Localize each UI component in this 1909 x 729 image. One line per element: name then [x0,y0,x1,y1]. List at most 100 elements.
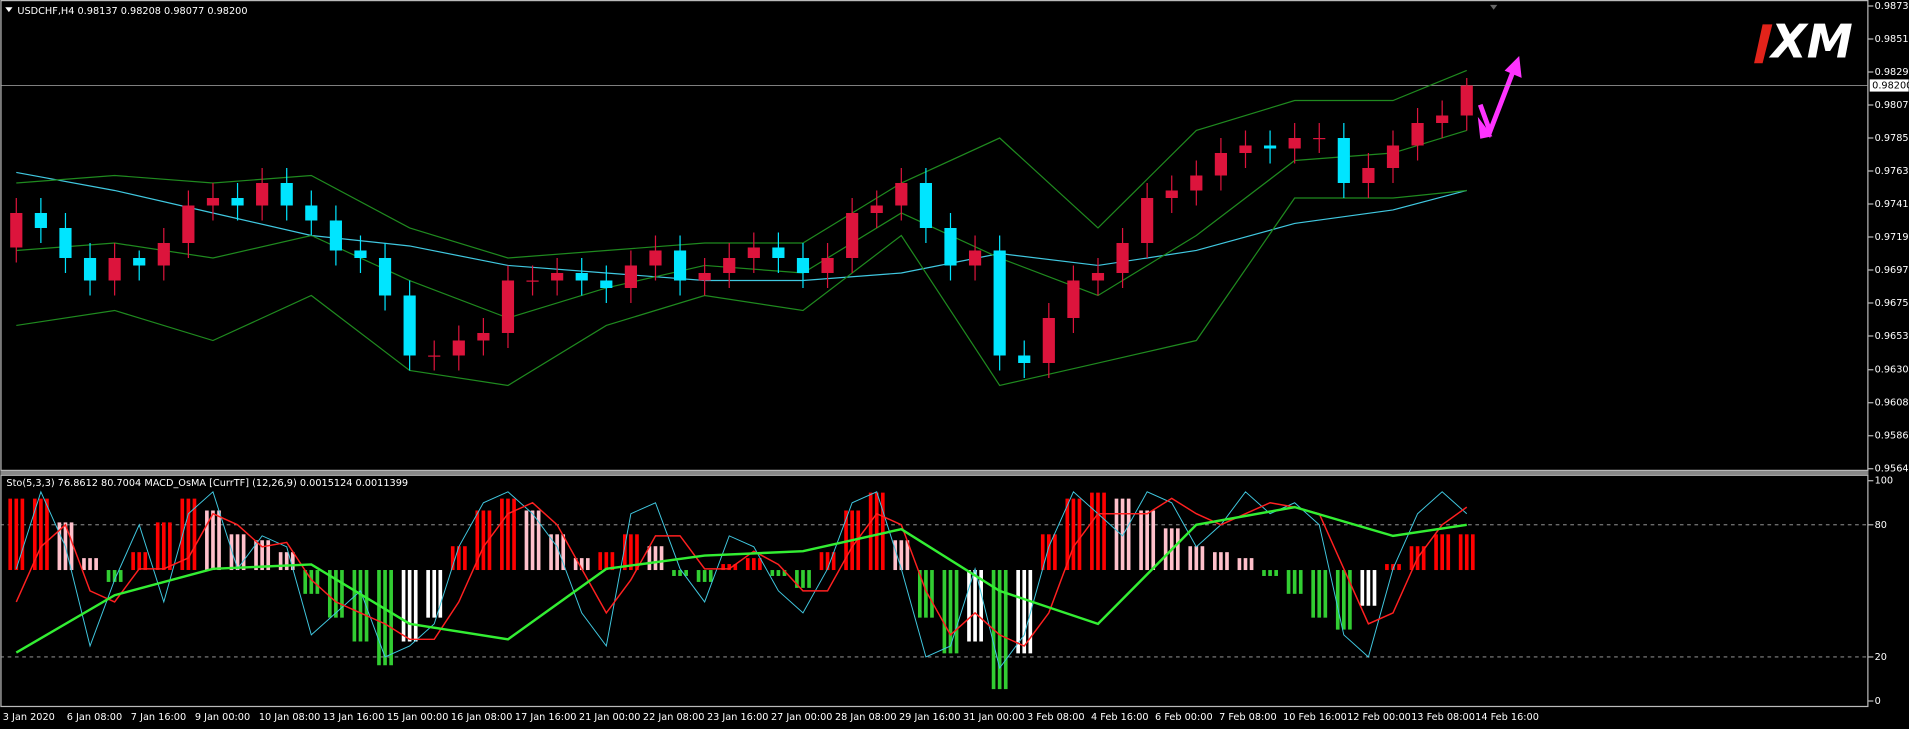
y-tick-label: 0.96305 [1875,365,1909,376]
candle-body [1190,175,1203,191]
candle-body [280,182,293,206]
x-tick-label: 15 Jan 00:00 [387,712,449,723]
candle-body [231,197,244,206]
candle-body [1141,197,1154,243]
candle-body [1288,137,1301,149]
candle-body [846,212,859,258]
candle-body [649,250,662,266]
x-tick-label: 27 Jan 00:00 [771,712,833,723]
x-tick-label: 6 Jan 08:00 [67,712,122,723]
candle-body [10,212,23,248]
forecast-arrow [1477,67,1517,139]
candle-body [993,250,1006,356]
candle-body [624,265,637,288]
y-tick-label: 0.95865 [1875,431,1909,442]
y-tick-label: 0 [1875,696,1881,707]
candle-body [452,340,465,356]
candle-body [673,250,687,281]
stoch-d [15,497,1468,647]
candle-body [944,227,957,266]
logo-accent [1754,24,1773,64]
x-tick-label: 17 Jan 16:00 [515,712,577,723]
candle-body [206,197,220,206]
candle-body [1436,115,1449,123]
menu-triangle[interactable] [5,7,13,13]
candle-body [83,257,97,281]
candle-body [1091,272,1105,281]
candle-body [157,242,170,266]
candle-body [428,355,441,357]
y-tick-label: 80 [1875,520,1887,531]
candle-body [772,247,785,258]
candle-body [1362,167,1375,183]
x-tick-label: 3 Jan 2020 [3,712,55,723]
y-tick-label: 100 [1875,476,1894,487]
candle-body [1460,85,1473,116]
candle-body [551,272,564,281]
x-tick-label: 23 Jan 16:00 [707,712,769,723]
x-tick-label: 10 Jan 08:00 [259,712,321,723]
candle-body [403,295,416,356]
logo: XM [1768,15,1853,69]
candle-body [968,250,982,266]
x-tick-label: 13 Jan 16:00 [323,712,385,723]
y-tick-label: 0.95645 [1875,464,1909,475]
candle-body [1337,137,1350,183]
candle-body [919,182,932,228]
forecast-arrowhead [1477,116,1493,139]
candle-body [747,247,760,258]
candle-body [501,280,515,333]
candle-body [698,272,711,281]
x-tick-label: 13 Feb 08:00 [1411,712,1475,723]
x-tick-label: 7 Jan 16:00 [131,712,186,723]
candle-body [182,205,195,243]
main-frame [0,0,1869,471]
candle-body [108,257,121,281]
x-tick-label: 14 Feb 16:00 [1475,712,1539,723]
x-tick-label: 28 Jan 08:00 [835,712,897,723]
y-tick-label: 0.96085 [1875,398,1909,409]
candle-body [34,212,47,228]
x-tick-label: 21 Jan 00:00 [579,712,641,723]
x-tick-label: 3 Feb 08:00 [1027,712,1085,723]
slow-line [15,505,1467,654]
candle-body [796,257,810,273]
x-tick-label: 31 Jan 00:00 [963,712,1025,723]
candle-body [133,257,146,266]
x-tick-label: 29 Jan 16:00 [899,712,961,723]
candle-body [256,182,269,206]
candle-body [1263,145,1277,149]
overlay-line [16,189,1467,387]
candle-body [1116,242,1129,273]
current-price-label: 0.98200 [1872,80,1909,91]
candle-body [526,280,539,282]
candle-body [1018,355,1031,363]
candle-body [723,257,736,273]
x-tick-label: 10 Feb 16:00 [1283,712,1347,723]
candle-body [477,332,490,341]
candle-body [895,182,908,206]
indicator-frame [0,474,1869,708]
candle-body [59,227,72,258]
shift-marker [1489,4,1498,10]
chart-title: USDCHF,H4 0.98137 0.98208 0.98077 0.9820… [17,6,247,17]
candle-body [1214,152,1227,176]
candle-body [600,280,613,288]
x-tick-label: 7 Feb 08:00 [1219,712,1277,723]
candle-body [821,257,834,273]
indicator-title: Sto(5,3,3) 76.8612 80.7004 MACD_OsMA [Cu… [6,478,408,489]
x-tick-label: 12 Feb 00:00 [1347,712,1411,723]
x-tick-label: 22 Jan 08:00 [643,712,705,723]
x-tick-label: 9 Jan 00:00 [195,712,250,723]
x-tick-label: 4 Feb 16:00 [1091,712,1149,723]
